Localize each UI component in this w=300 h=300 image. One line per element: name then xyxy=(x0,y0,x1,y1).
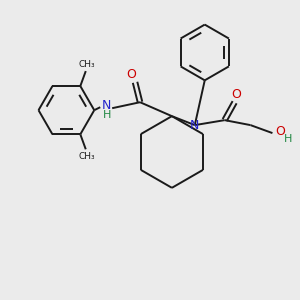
Text: O: O xyxy=(232,88,242,101)
Text: CH₃: CH₃ xyxy=(79,60,95,69)
Text: N: N xyxy=(101,99,111,112)
Text: O: O xyxy=(275,124,285,138)
Text: CH₃: CH₃ xyxy=(79,152,95,161)
Text: H: H xyxy=(284,134,292,144)
Text: O: O xyxy=(126,68,136,81)
Text: N: N xyxy=(190,118,200,132)
Text: H: H xyxy=(103,110,111,120)
